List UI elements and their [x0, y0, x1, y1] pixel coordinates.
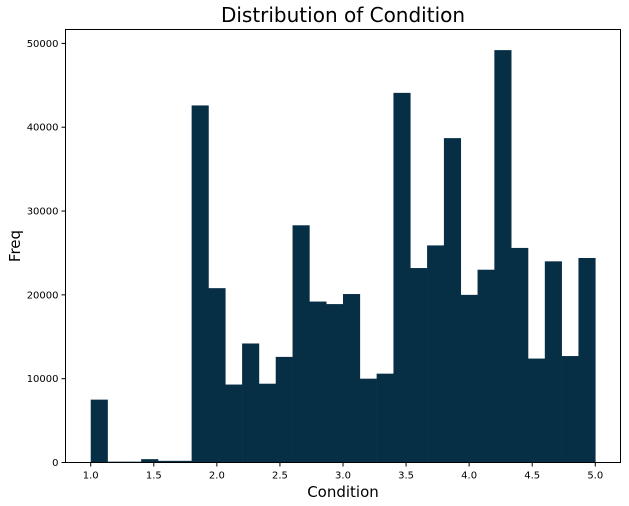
y-tick-label: 20000 [27, 290, 59, 301]
histogram-bar [90, 399, 108, 463]
histogram-bar [191, 105, 209, 463]
plot-frame [65, 29, 621, 463]
x-axis-label: Condition [307, 483, 379, 501]
histogram-bar [477, 269, 495, 463]
histogram-bar [460, 294, 478, 463]
y-tick-label: 10000 [27, 374, 59, 385]
y-tick-label: 0 [52, 458, 58, 469]
histogram-bar [225, 384, 243, 463]
x-tick-label: 1.5 [146, 471, 162, 482]
histogram-bar [309, 301, 327, 463]
histogram-bar [158, 460, 176, 463]
histogram-bar [258, 383, 277, 463]
histogram-bar [359, 378, 377, 463]
x-tick-label: 1.0 [83, 471, 99, 482]
x-tick-label: 4.5 [524, 471, 540, 482]
histogram-bar [242, 343, 260, 463]
histogram-bar [528, 358, 546, 463]
histogram-bar [410, 268, 428, 463]
x-tick-label: 3.0 [335, 471, 351, 482]
histogram-bar [561, 356, 579, 463]
histogram-bar [427, 245, 445, 463]
y-tick-label: 30000 [27, 207, 59, 218]
histogram-bar [393, 92, 411, 463]
x-tick-label: 2.5 [272, 471, 288, 482]
histogram-bar [511, 247, 529, 463]
histogram-bar [544, 261, 562, 463]
histogram-bar [275, 356, 293, 463]
x-axis-ticks: 1.0 1.5 2.0 2.5 3.0 3.5 4.0 4.5 5.0 [83, 462, 603, 482]
chart-title: Distribution of Condition [221, 3, 465, 27]
histogram-bar [494, 50, 512, 463]
x-tick-label: 4.0 [461, 471, 477, 482]
histogram-bar [292, 225, 310, 463]
y-axis-ticks: 0 10000 20000 30000 40000 50000 [27, 39, 66, 469]
histogram-bar [141, 459, 159, 463]
x-tick-label: 5.0 [587, 471, 603, 482]
y-tick-label: 50000 [27, 39, 59, 50]
histogram-bar [174, 460, 192, 463]
histogram-bar [376, 373, 394, 463]
x-tick-label: 2.0 [209, 471, 225, 482]
histogram-bar [443, 138, 462, 463]
y-tick-label: 40000 [27, 123, 59, 134]
x-tick-label: 3.5 [398, 471, 414, 482]
bars-group [90, 50, 596, 463]
y-axis-label: Freq [6, 230, 24, 262]
histogram-bar [343, 294, 361, 463]
histogram-bar [326, 304, 344, 463]
histogram-bar [578, 257, 596, 463]
histogram-bar [208, 288, 226, 463]
